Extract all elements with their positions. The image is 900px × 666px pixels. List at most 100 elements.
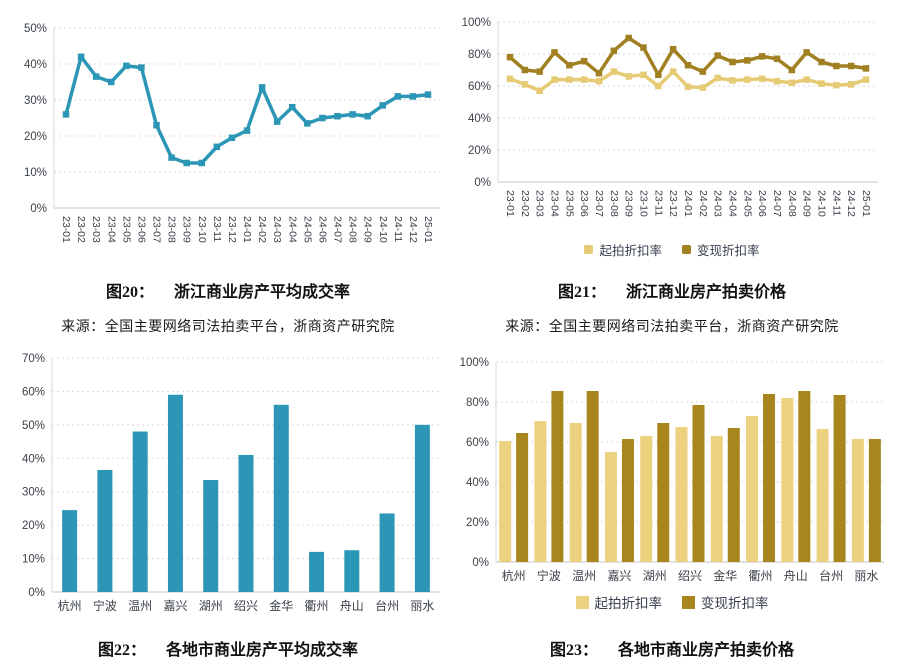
x-tick-label: 24-11 xyxy=(392,216,404,242)
x-tick-label: 24-06 xyxy=(316,216,328,243)
fig20-caption-title: 浙江商业房产平均成交率 xyxy=(174,284,351,301)
data-point-marker xyxy=(123,62,130,70)
fig23-legend: 起拍折扣率 变现折扣率 xyxy=(452,592,892,612)
y-tick-label: 0% xyxy=(472,557,489,569)
data-point-marker xyxy=(744,76,751,83)
x-tick-label: 丽水 xyxy=(410,599,434,613)
fig23-caption-label: 图23： xyxy=(549,642,598,659)
x-tick-label: 23-07 xyxy=(151,216,163,243)
data-point-marker xyxy=(364,112,371,120)
data-point-marker xyxy=(536,87,543,95)
y-tick-label: 70% xyxy=(22,353,45,365)
x-tick-label: 金华 xyxy=(713,568,737,583)
bar-series-1 xyxy=(621,439,634,562)
bar-series-0 xyxy=(309,551,325,592)
x-tick-label: 25-01 xyxy=(422,216,434,243)
data-point-marker xyxy=(595,77,603,85)
x-tick-label: 23-01 xyxy=(504,190,516,217)
data-point-marker xyxy=(610,68,618,75)
x-tick-label: 24-12 xyxy=(845,190,857,217)
x-tick-label: 嘉兴 xyxy=(163,599,187,613)
bar-series-1 xyxy=(727,428,740,562)
bar-series-0 xyxy=(710,436,723,562)
legend-item-qipai: 起拍折扣率 xyxy=(584,240,662,259)
fig21-caption-label: 图21： xyxy=(557,284,606,301)
data-point-marker xyxy=(669,68,677,75)
data-point-marker xyxy=(521,81,529,88)
data-point-marker xyxy=(566,76,573,83)
x-tick-label: 23-02 xyxy=(519,190,531,217)
legend-item-qipai-bars: 起拍折扣率 xyxy=(575,592,662,612)
data-point-marker xyxy=(580,57,588,65)
x-tick-label: 24-02 xyxy=(697,190,709,217)
data-point-marker xyxy=(349,111,356,118)
y-tick-label: 20% xyxy=(468,145,491,157)
data-point-marker xyxy=(625,34,632,42)
legend-item-bianxian-bars: 变现折扣率 xyxy=(682,592,769,612)
y-tick-label: 50% xyxy=(24,23,47,35)
legend-label-bianxian: 变现折扣率 xyxy=(697,244,760,258)
data-point-marker xyxy=(580,76,588,83)
data-point-marker xyxy=(818,80,825,87)
data-point-marker xyxy=(153,121,160,129)
y-tick-label: 100% xyxy=(460,357,489,369)
x-tick-label: 23-02 xyxy=(75,216,87,243)
x-tick-label: 绍兴 xyxy=(234,599,258,613)
data-point-marker xyxy=(803,76,810,83)
data-point-marker xyxy=(833,81,840,89)
fig23-caption: 图23： 各地市商业房产拍卖价格 xyxy=(452,636,892,660)
data-point-marker xyxy=(394,93,402,100)
x-tick-label: 23-06 xyxy=(135,216,147,243)
data-point-marker xyxy=(847,81,855,88)
data-point-marker xyxy=(409,93,417,100)
bar-series-0 xyxy=(851,439,864,562)
x-tick-label: 24-04 xyxy=(286,216,298,243)
x-tick-label: 24-04 xyxy=(727,190,739,217)
data-point-marker xyxy=(655,82,662,90)
x-tick-label: 24-07 xyxy=(771,190,783,217)
bar-series-0 xyxy=(62,510,78,592)
data-point-marker xyxy=(213,143,221,151)
x-tick-label: 杭州 xyxy=(58,598,82,613)
bar-series-0 xyxy=(97,469,113,592)
bar-series-1 xyxy=(516,433,529,562)
data-point-marker xyxy=(788,79,796,87)
x-tick-label: 24-08 xyxy=(786,190,798,217)
legend-label-qipai: 起拍折扣率 xyxy=(599,244,662,258)
x-tick-label: 23-03 xyxy=(90,216,102,243)
data-point-marker xyxy=(595,69,603,77)
bar-series-0 xyxy=(746,416,759,562)
data-point-marker xyxy=(379,102,386,109)
data-point-marker xyxy=(273,118,281,125)
x-tick-label: 杭州 xyxy=(502,568,526,583)
fig23-bar-chart: 0% 20% 40% 60% 80% 100% 杭州 宁波 温州 嘉兴 湖州 绍兴 金华 衢州 舟山 台州 丽水 xyxy=(460,357,884,583)
fig21-line-chart: 0%20%40%60%80%100%23-01 23-02 23-03 23-04 23… xyxy=(462,17,878,217)
data-point-marker xyxy=(699,68,707,75)
x-tick-label: 23-05 xyxy=(120,216,132,243)
data-point-marker xyxy=(729,77,736,84)
line-series-0 xyxy=(64,55,430,165)
x-tick-label: 24-02 xyxy=(256,216,268,243)
data-point-marker xyxy=(862,65,870,72)
y-tick-label: 60% xyxy=(466,437,489,449)
bar-series-0 xyxy=(675,427,688,562)
data-point-marker xyxy=(640,71,647,79)
data-point-marker xyxy=(536,68,543,75)
data-point-marker xyxy=(289,103,296,111)
x-tick-label: 24-03 xyxy=(712,190,724,217)
bar-series-0 xyxy=(132,431,148,592)
y-tick-label: 40% xyxy=(22,453,45,465)
fig22-caption: 图22： 各地市商业房产平均成交率 xyxy=(8,636,448,660)
data-point-marker xyxy=(304,120,311,127)
x-tick-label: 23-08 xyxy=(166,216,178,243)
bar-series-1 xyxy=(692,405,705,562)
x-tick-label: 24-10 xyxy=(816,190,828,217)
x-tick-label: 23-11 xyxy=(211,216,223,242)
fig22-caption-title: 各地市商业房产平均成交率 xyxy=(166,642,359,659)
x-tick-label: 23-12 xyxy=(667,190,679,217)
bar-series-0 xyxy=(816,429,829,562)
x-tick-label: 23-10 xyxy=(196,216,208,243)
x-tick-label: 24-01 xyxy=(682,190,694,217)
x-tick-label: 宁波 xyxy=(537,568,561,583)
bar-series-0 xyxy=(569,423,582,562)
